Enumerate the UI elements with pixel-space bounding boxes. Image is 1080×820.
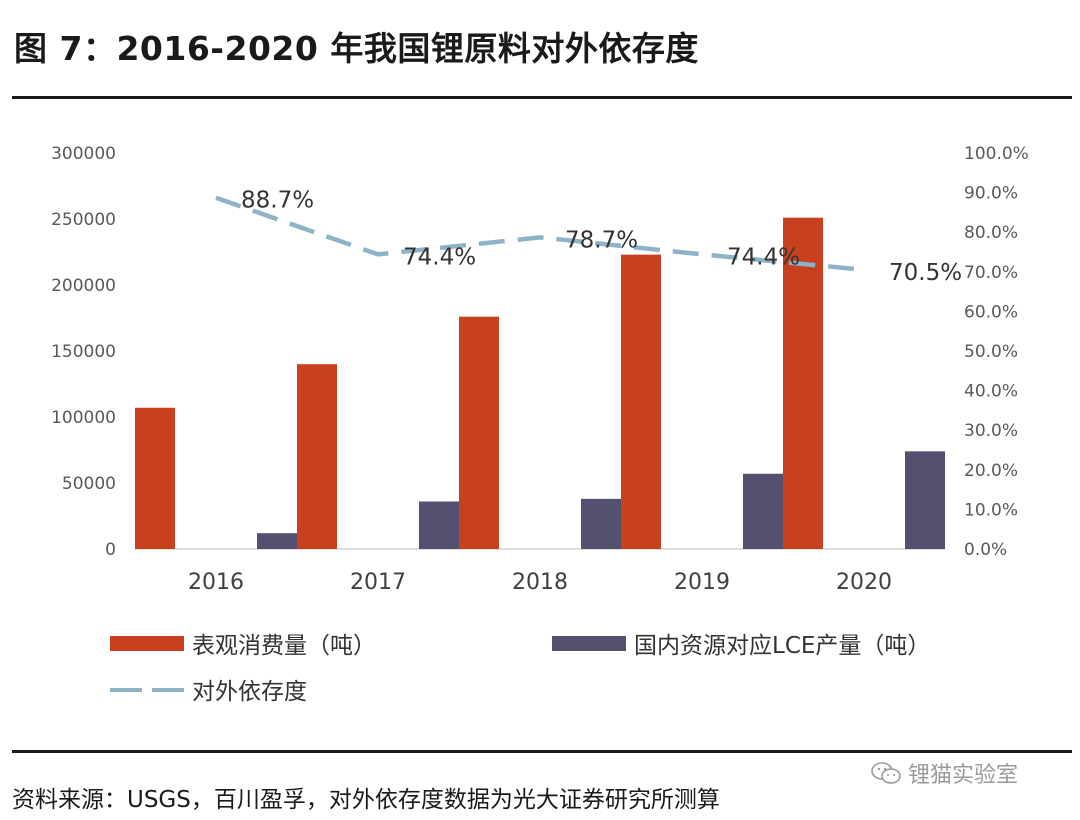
- left-axis-ticks: 0 50000 100000 150000 200000 250000 300000: [51, 144, 116, 560]
- production-bar: [743, 473, 783, 549]
- left-tick-label: 300000: [51, 144, 116, 164]
- right-tick-label: 100.0%: [964, 144, 1029, 164]
- category-labels: 2016 2017 2018 2019 2020: [188, 570, 892, 595]
- legend-swatch-production: [552, 635, 626, 651]
- legend-swatch-consumption: [110, 635, 184, 651]
- dependence-data-label: 70.5%: [889, 260, 962, 286]
- right-tick-label: 50.0%: [964, 342, 1018, 362]
- legend-label-production: 国内资源对应LCE产量（吨）: [634, 633, 931, 659]
- legend-item-consumption: 表观消费量（吨）: [110, 626, 376, 660]
- dependence-line: [215, 195, 865, 273]
- legend-label-consumption: 表观消费量（吨）: [192, 633, 376, 659]
- consumption-bar: [135, 407, 175, 549]
- production-bar: [257, 533, 297, 549]
- right-tick-label: 30.0%: [964, 421, 1018, 441]
- production-bar: [581, 498, 621, 549]
- category-label: 2018: [512, 570, 568, 595]
- right-tick-label: 60.0%: [964, 302, 1018, 322]
- right-axis-ticks: 0.0% 10.0% 20.0% 30.0% 40.0% 50.0% 60.0% 70.0% 8…: [964, 144, 1029, 560]
- dependence-data-label: 74.4%: [727, 244, 800, 270]
- legend-item-production: 国内资源对应LCE产量（吨）: [552, 626, 930, 660]
- consumption-bar: [459, 316, 499, 549]
- production-bar: [419, 501, 459, 549]
- dependence-data-label: 74.4%: [403, 244, 476, 270]
- left-tick-label: 100000: [51, 408, 116, 428]
- bottom-rule: [12, 750, 1072, 753]
- right-tick-label: 20.0%: [964, 461, 1018, 481]
- chart-area: 0 50000 100000 150000 200000 250000 300000 0.0…: [51, 144, 1029, 595]
- source-note: 资料来源：USGS，百川盈孚，对外依存度数据为光大证券研究所测算: [12, 787, 720, 813]
- consumption-bar: [783, 217, 823, 549]
- category-label: 2019: [674, 570, 730, 595]
- figure-title: 图 7：2016-2020 年我国锂原料对外依存度: [14, 29, 699, 68]
- legend-swatch-dependence: [110, 682, 184, 697]
- left-tick-label: 250000: [51, 210, 116, 230]
- right-tick-label: 0.0%: [964, 540, 1007, 560]
- wechat-icon: [871, 762, 901, 784]
- right-tick-label: 90.0%: [964, 184, 1018, 204]
- right-tick-label: 10.0%: [964, 500, 1018, 520]
- legend-item-dependence: 对外依存度: [110, 672, 307, 706]
- production-bar: [905, 451, 945, 549]
- category-label: 2016: [188, 570, 244, 595]
- watermark: 锂猫实验室: [870, 757, 1018, 789]
- consumption-bar: [297, 364, 337, 549]
- left-tick-label: 200000: [51, 276, 116, 296]
- category-label: 2020: [836, 570, 892, 595]
- watermark-text: 锂猫实验室: [908, 763, 1019, 788]
- legend-label-dependence: 对外依存度: [192, 679, 307, 705]
- right-tick-label: 70.0%: [964, 263, 1018, 283]
- dependence-data-label: 78.7%: [565, 227, 638, 253]
- bars: [135, 217, 945, 549]
- category-label: 2017: [350, 570, 406, 595]
- consumption-bar: [621, 254, 661, 549]
- right-tick-label: 80.0%: [964, 223, 1018, 243]
- right-tick-label: 40.0%: [964, 382, 1018, 402]
- left-tick-label: 0: [105, 540, 116, 560]
- dependence-labels: 88.7% 74.4% 78.7% 74.4% 70.5%: [241, 188, 962, 286]
- left-tick-label: 50000: [62, 474, 116, 494]
- top-rule: [12, 96, 1072, 99]
- dependence-data-label: 88.7%: [241, 188, 314, 214]
- left-tick-label: 150000: [51, 342, 116, 362]
